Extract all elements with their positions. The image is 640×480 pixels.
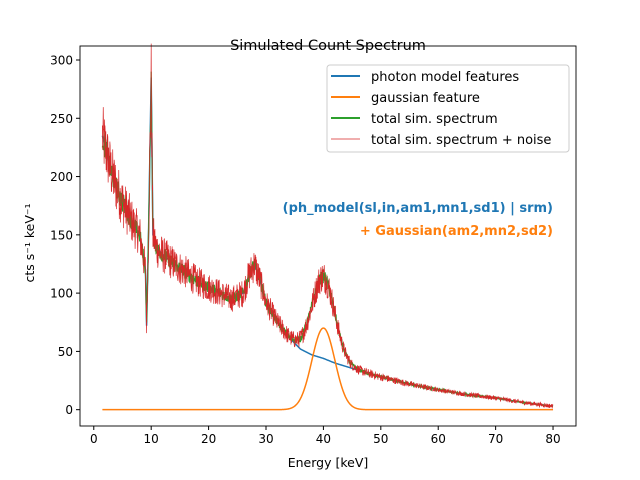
y-tick-label: 150 [50, 228, 73, 242]
x-axis-label: Energy [keV] [288, 455, 369, 470]
annotation-model: (ph_model(sl,in,am1,mn1,sd1) | srm) [283, 201, 553, 216]
y-tick-label: 300 [50, 53, 73, 67]
x-axis: 0 10 20 30 40 50 60 70 80 [90, 426, 561, 446]
y-tick-label: 250 [50, 112, 73, 126]
x-tick-label: 80 [545, 432, 560, 446]
series-gaussian-feature [102, 327, 554, 411]
y-tick-label: 0 [65, 403, 73, 417]
y-tick-label: 50 [58, 345, 73, 359]
legend: photon model features gaussian feature t… [326, 64, 570, 153]
x-tick-label: 50 [373, 432, 388, 446]
x-tick-label: 40 [316, 432, 331, 446]
series-total-plus-noise [102, 43, 554, 409]
x-tick-label: 20 [201, 432, 216, 446]
plot-area [101, 43, 554, 411]
legend-label-gaussian: gaussian feature [371, 91, 480, 106]
axes-frame [79, 45, 577, 427]
legend-label-photon: photon model features [371, 70, 519, 85]
x-tick-label: 70 [488, 432, 503, 446]
annotation-gaussian: + Gaussian(am2,mn2,sd2) [360, 224, 553, 239]
y-tick-label: 100 [50, 287, 73, 301]
legend-label-total: total sim. spectrum [371, 112, 498, 127]
y-tick-label: 200 [50, 170, 73, 184]
legend-box [326, 64, 570, 153]
x-tick-label: 0 [90, 432, 98, 446]
y-axis: 0 50 100 150 200 250 300 [50, 53, 80, 417]
legend-label-noise: total sim. spectrum + noise [371, 133, 551, 148]
x-tick-label: 60 [431, 432, 446, 446]
y-axis-label: cts s⁻¹ keV⁻¹ [22, 204, 37, 283]
x-tick-label: 30 [258, 432, 273, 446]
x-tick-label: 10 [144, 432, 159, 446]
